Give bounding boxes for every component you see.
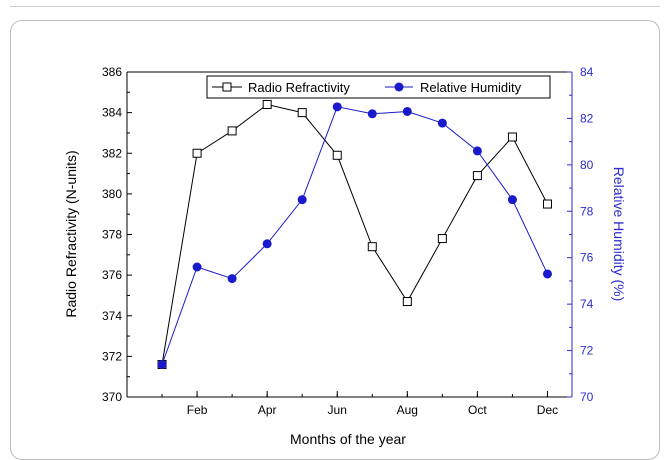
- page-top-rule: [10, 6, 660, 7]
- y-axis-label: Radio Refractivity (N-units): [63, 150, 79, 317]
- point-relative-humidity: [227, 274, 237, 284]
- y2-tick-label: 82: [580, 111, 594, 125]
- point-radio-refractivity: [472, 171, 482, 181]
- y2-axis-label: Relative Humidity (%): [611, 167, 627, 302]
- x-tick-label: Dec: [537, 403, 558, 417]
- y-tick-label: 380: [102, 187, 122, 201]
- series-layer: [157, 100, 552, 369]
- y-tick-label: 386: [102, 65, 122, 79]
- axes-layer: 370 372 374 376 378 380 382 384 386 70 72 74 76 78 80 8…: [102, 65, 594, 417]
- point-relative-humidity: [262, 239, 272, 249]
- series-line-relative-humidity: [161, 106, 548, 365]
- y-tick-label: 384: [102, 106, 122, 120]
- point-relative-humidity: [157, 360, 167, 369]
- y-tick-label: 382: [102, 146, 122, 160]
- y-tick-label: 378: [102, 228, 122, 242]
- x-tick-label: Oct: [468, 403, 487, 417]
- y2-tick-label: 76: [580, 251, 594, 265]
- x-tick-label: Jun: [328, 403, 347, 417]
- y2-tick-label: 70: [580, 390, 594, 404]
- point-relative-humidity: [367, 109, 377, 119]
- legend: Radio Refractivity Relative Humidity: [206, 75, 551, 99]
- point-relative-humidity: [542, 269, 552, 279]
- point-relative-humidity: [332, 102, 342, 112]
- point-radio-refractivity: [297, 108, 307, 118]
- y-tick-label: 376: [102, 268, 122, 282]
- x-axis-label: Months of the year: [290, 431, 406, 447]
- y2-tick-label: 74: [580, 297, 594, 311]
- point-radio-refractivity: [402, 297, 412, 307]
- point-radio-refractivity: [437, 234, 447, 244]
- y-tick-label: 372: [102, 349, 122, 363]
- point-radio-refractivity: [507, 132, 517, 142]
- y2-tick-label: 72: [580, 344, 594, 358]
- legend-label-humidity: Relative Humidity: [420, 80, 522, 95]
- legend-box: [206, 75, 551, 99]
- x-tick-label: Apr: [258, 403, 277, 417]
- y2-tick-label: 80: [580, 158, 594, 172]
- legend-label-refractivity: Radio Refractivity: [248, 80, 350, 95]
- point-relative-humidity: [297, 195, 307, 205]
- y-tick-label: 374: [102, 309, 122, 323]
- x-tick-label: Aug: [397, 403, 418, 417]
- point-relative-humidity: [437, 118, 447, 128]
- point-relative-humidity: [472, 146, 482, 156]
- y-tick-label: 370: [102, 390, 122, 404]
- legend-marker-refractivity: [222, 82, 232, 92]
- y2-tick-label: 78: [580, 204, 594, 218]
- point-radio-refractivity: [542, 199, 552, 209]
- y2-tick-label: 84: [580, 65, 594, 79]
- point-relative-humidity: [402, 106, 412, 116]
- line-chart: 370 372 374 376 378 380 382 384 386 70 72 74 76 78 80 8…: [63, 65, 627, 447]
- x-tick-label: Feb: [187, 403, 208, 417]
- point-radio-refractivity: [227, 126, 237, 136]
- point-radio-refractivity: [332, 150, 342, 160]
- point-radio-refractivity: [367, 242, 377, 252]
- point-radio-refractivity: [192, 148, 202, 158]
- point-radio-refractivity: [262, 100, 272, 109]
- point-relative-humidity: [192, 262, 202, 272]
- point-relative-humidity: [507, 195, 517, 205]
- series-line-radio-refractivity: [161, 103, 548, 365]
- legend-marker-humidity: [394, 82, 404, 92]
